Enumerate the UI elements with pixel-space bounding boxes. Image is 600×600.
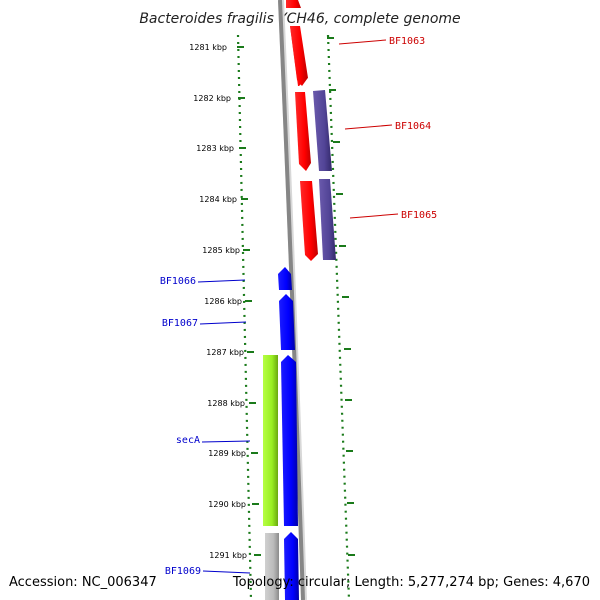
ruler-label: 1286 kbp	[204, 297, 242, 306]
gene-seca-green-bar[interactable]	[263, 355, 278, 526]
gene-bf1066-arrow[interactable]	[278, 267, 292, 290]
ruler-label: 1287 kbp	[206, 348, 244, 357]
gene-label-bf1064[interactable]: BF1064	[395, 121, 431, 132]
ruler-label: 1285 kbp	[202, 246, 240, 255]
gene-bf1064-purple-arrow[interactable]	[313, 90, 332, 171]
leader-line-bf1064	[344, 124, 393, 130]
ruler-arc-right	[326, 34, 351, 600]
ruler-ticks	[237, 46, 261, 556]
gene-label-bf1069[interactable]: BF1069	[165, 566, 201, 577]
topology-text: Topology: circular; Length: 5,277,274 bp…	[232, 575, 590, 590]
gene-seca-arrow[interactable]	[281, 355, 298, 526]
genome-backbone-core	[278, 0, 305, 600]
gene-bf1064-arrow[interactable]	[295, 92, 311, 171]
gene-bf1063-arrow[interactable]	[290, 26, 307, 86]
ruler-label: 1290 kbp	[208, 500, 246, 509]
leader-line-seca	[201, 440, 251, 443]
gene-bf1065-purple-arrow[interactable]	[319, 179, 336, 260]
leader-line-bf1066	[197, 279, 246, 283]
ruler-arc-left	[236, 34, 253, 600]
gene-label-bf1063[interactable]: BF1063	[389, 36, 425, 47]
gene-bf1065-arrow[interactable]	[300, 181, 318, 261]
gene-bf1067-arrow[interactable]	[279, 294, 295, 350]
leader-line-bf1069	[202, 570, 251, 574]
map-title: Bacteroides fragilis YCH46, complete gen…	[139, 11, 460, 27]
leader-line-bf1067	[199, 321, 247, 325]
ruler-label: 1291 kbp	[209, 551, 247, 560]
gene-bf1069-arrow[interactable]	[284, 532, 299, 600]
ruler-label: 1288 kbp	[207, 399, 245, 408]
ruler-label: 1289 kbp	[208, 449, 246, 458]
gene-label-seca[interactable]: secA	[176, 435, 200, 446]
leader-line-bf1063	[338, 39, 387, 45]
ruler-label: 1282 kbp	[193, 94, 231, 103]
gene-grey-bar[interactable]	[265, 533, 279, 600]
gene-label-bf1066[interactable]: BF1066	[160, 276, 196, 287]
leader-line-bf1065	[349, 213, 399, 219]
ruler-label: 1284 kbp	[199, 195, 237, 204]
gene-label-bf1065[interactable]: BF1065	[401, 210, 437, 221]
ruler-label: 1281 kbp	[189, 43, 227, 52]
ruler-labels: 1281 kbp 1282 kbp 1283 kbp 1284 kbp 1285…	[189, 43, 247, 560]
gene-label-bf1067[interactable]: BF1067	[162, 318, 198, 329]
accession-text: Accession: NC_006347	[9, 575, 157, 590]
gene-bf1063-shape[interactable]	[286, 0, 301, 8]
ruler-label: 1283 kbp	[196, 144, 234, 153]
ruler-ticks-right	[327, 37, 355, 556]
